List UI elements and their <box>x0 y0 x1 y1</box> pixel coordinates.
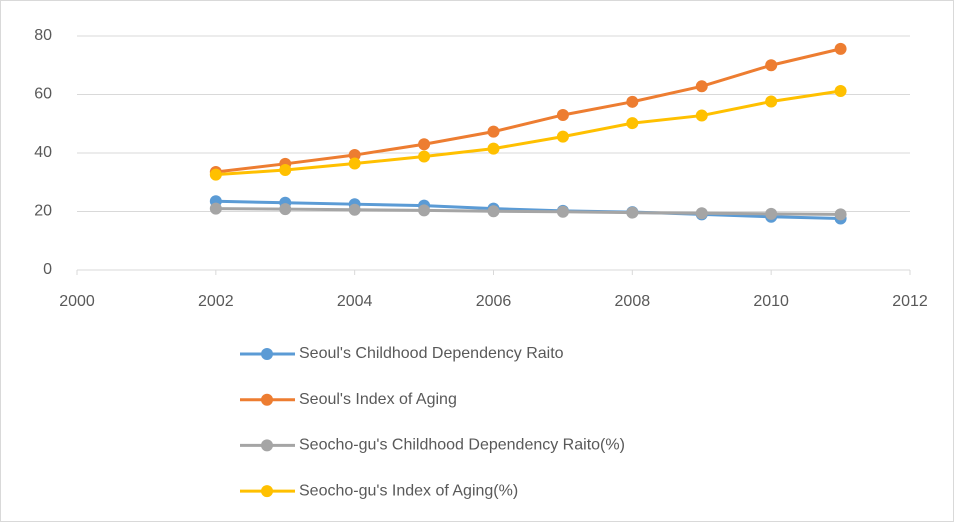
data-point <box>765 207 778 220</box>
data-point <box>556 205 569 218</box>
series-line <box>215 89 841 177</box>
data-point <box>834 42 847 55</box>
y-tick-label: 20 <box>34 203 52 220</box>
legend-marker <box>261 439 273 452</box>
data-point <box>556 130 569 143</box>
x-tick-label: 2012 <box>892 293 928 310</box>
data-point <box>695 207 708 220</box>
legend-label: Seoul's Index of Aging <box>299 391 457 408</box>
y-tick-label: 80 <box>34 27 52 44</box>
legend-label: Seoul's Childhood Dependency Raito <box>299 345 564 362</box>
data-point <box>626 206 639 219</box>
y-tick-label: 40 <box>34 144 52 161</box>
series-line <box>215 47 841 174</box>
data-point <box>209 202 222 215</box>
data-point <box>765 95 778 108</box>
data-point <box>487 125 500 138</box>
x-tick-label: 2002 <box>198 293 234 310</box>
legend-label: Seocho-gu's Childhood Dependency Raito(%… <box>299 437 625 454</box>
series-line <box>215 199 841 221</box>
data-point <box>695 80 708 93</box>
data-point <box>834 208 847 221</box>
x-tick-label: 2000 <box>59 293 95 310</box>
data-point <box>487 142 500 155</box>
data-point <box>626 117 639 130</box>
x-tick-label: 2010 <box>753 293 789 310</box>
data-point <box>348 203 361 216</box>
legend-marker <box>261 348 273 360</box>
data-point <box>695 109 708 122</box>
legend-marker <box>261 393 273 406</box>
legend-label: Seocho-gu's Index of Aging(%) <box>299 482 518 499</box>
data-point <box>418 204 431 217</box>
data-point <box>626 95 639 108</box>
x-tick-label: 2008 <box>615 293 651 310</box>
legend-marker <box>261 485 273 498</box>
series-line <box>215 207 841 216</box>
data-point <box>765 59 778 72</box>
data-point <box>348 157 361 170</box>
x-tick-label: 2004 <box>337 293 373 310</box>
data-point <box>279 163 292 176</box>
data-point <box>487 205 500 218</box>
x-tick-label: 2006 <box>476 293 512 310</box>
data-point <box>834 84 847 97</box>
data-point <box>348 149 361 162</box>
y-tick-label: 0 <box>43 261 52 278</box>
data-point <box>418 150 431 163</box>
data-point <box>418 138 431 151</box>
y-tick-label: 60 <box>34 86 52 103</box>
data-point <box>556 108 569 121</box>
data-point <box>279 203 292 216</box>
data-point <box>209 168 222 181</box>
